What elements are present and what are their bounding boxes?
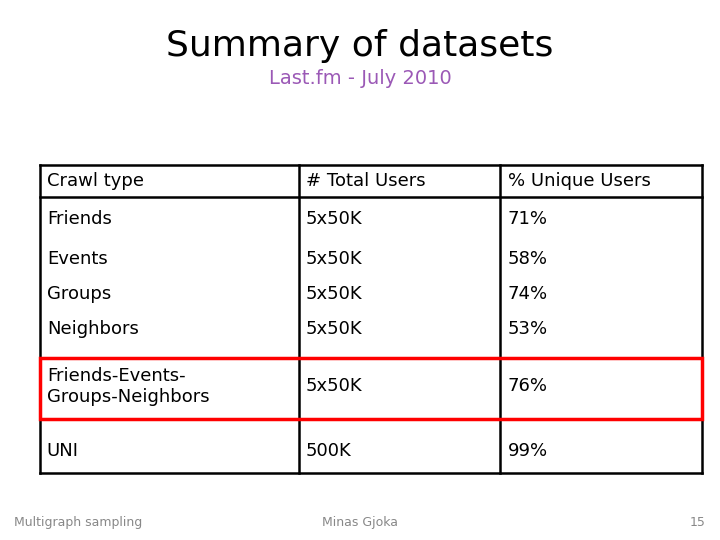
Text: UNI: UNI [47, 442, 78, 460]
Text: Summary of datasets: Summary of datasets [166, 29, 554, 63]
Text: Crawl type: Crawl type [47, 172, 144, 190]
Text: Multigraph sampling: Multigraph sampling [14, 516, 143, 529]
Text: 500K: 500K [306, 442, 352, 460]
Text: 76%: 76% [508, 377, 548, 395]
Text: 53%: 53% [508, 320, 548, 339]
Text: 15: 15 [690, 516, 706, 529]
Text: 5x50K: 5x50K [306, 210, 363, 228]
Text: Last.fm - July 2010: Last.fm - July 2010 [269, 69, 451, 88]
Text: # Total Users: # Total Users [306, 172, 426, 190]
Text: Groups: Groups [47, 285, 111, 303]
Text: 58%: 58% [508, 250, 548, 268]
Text: Friends-Events-
Groups-Neighbors: Friends-Events- Groups-Neighbors [47, 367, 210, 406]
Text: 5x50K: 5x50K [306, 285, 363, 303]
Text: 5x50K: 5x50K [306, 377, 363, 395]
Text: 5x50K: 5x50K [306, 250, 363, 268]
Text: 99%: 99% [508, 442, 548, 460]
Text: 5x50K: 5x50K [306, 320, 363, 339]
Text: Minas Gjoka: Minas Gjoka [322, 516, 398, 529]
Text: Friends: Friends [47, 210, 112, 228]
Text: Neighbors: Neighbors [47, 320, 139, 339]
Text: 74%: 74% [508, 285, 548, 303]
Text: 71%: 71% [508, 210, 548, 228]
Text: % Unique Users: % Unique Users [508, 172, 650, 190]
Text: Events: Events [47, 250, 107, 268]
